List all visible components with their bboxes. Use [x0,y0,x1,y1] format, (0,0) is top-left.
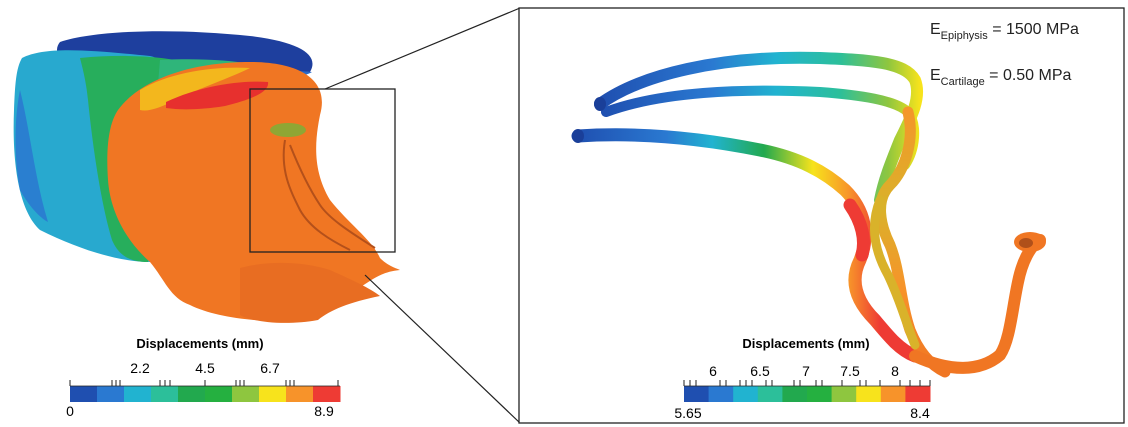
zoom-connector-bottom [364,274,521,424]
colorbar-left-swatch [178,386,206,402]
colorbar-right-swatches [684,386,931,402]
channel-upper [594,51,924,206]
modulus-epiphysis-value: = 1500 MPa [988,21,1079,38]
colorbar-right-title: Displacements (mm) [742,336,869,351]
modulus-epiphysis-subscript: Epiphysis [941,30,989,42]
channel-descender-2 [870,195,920,350]
bone-red-patch [166,81,269,110]
colorbar-left-label-min: 0 [66,403,74,419]
colorbar-right-swatch [757,386,783,402]
colorbar-right-swatch [905,386,931,402]
modulus-cartilage-subscript: Cartilage [941,76,985,88]
colorbar-right-swatch [708,386,734,402]
colorbar-left-label-top-1: 2.2 [130,360,150,376]
colorbar-right-label-max: 8.4 [910,405,930,421]
colorbar-right-label-top-4: 7.5 [840,363,860,379]
colorbar-left-swatch [124,386,152,402]
colorbar-right-label-top-1: 6 [709,363,717,379]
bone-model-3d [13,31,400,323]
colorbar-left-label-max: 8.9 [314,403,334,419]
bone-yellow-patch [140,67,250,111]
colorbar-left-swatch [151,386,179,402]
colorbar-right-ticks [683,380,931,387]
colorbar-left-swatch [205,386,233,402]
colorbar-left-swatch [97,386,125,402]
colorbar-right-swatch [733,386,759,402]
colorbar-left-label-top-2: 4.5 [195,360,215,376]
colorbar-right-swatch [856,386,882,402]
zoom-inset-box [249,88,396,253]
cartilage-channels-3d [571,51,1046,378]
colorbar-left: Displacements (mm) 2.2 4.5 6.7 0 8.9 [66,336,341,419]
colorbar-right-label-top-5: 8 [891,363,899,379]
colorbar-right: Displacements (mm) 6 6.5 7 7.5 8 5.65 8.… [674,336,931,421]
channel-hook-end-shadow [1019,238,1033,248]
bone-green-spot [270,123,306,137]
zoom-panel-frame [518,7,1125,424]
modulus-cartilage: ECartilage = 0.50 MPa [930,67,1072,88]
channel-lower [571,128,922,363]
modulus-cartilage-value: = 0.50 MPa [985,67,1072,84]
colorbar-right-label-top-3: 7 [802,363,810,379]
colorbar-left-label-top-3: 6.7 [260,360,280,376]
colorbar-right-label-top-2: 6.5 [750,363,770,379]
zoom-connector-top [324,7,521,90]
colorbar-right-swatch [831,386,857,402]
modulus-cartilage-symbol: E [930,67,941,84]
colorbar-left-swatch [232,386,260,402]
channel-end-cap-2 [572,129,584,143]
growth-plate-curves [282,139,376,251]
colorbar-left-swatch [70,386,98,402]
bone-main-head [107,62,400,322]
bone-front-face [240,262,380,323]
colorbar-left-ticks [69,380,340,387]
colorbar-right-swatch [807,386,833,402]
colorbar-right-swatch [782,386,808,402]
bone-left-shadow [15,90,48,222]
modulus-epiphysis-symbol: E [930,21,941,38]
colorbar-left-swatch [286,386,314,402]
colorbar-right-swatch [880,386,906,402]
modulus-epiphysis: EEpiphysis = 1500 MPa [930,21,1079,42]
colorbar-left-swatch [259,386,287,402]
colorbar-left-swatches [70,386,341,402]
colorbar-right-label-min: 5.65 [674,405,701,421]
colorbar-right-swatch [684,386,710,402]
colorbar-left-title: Displacements (mm) [136,336,263,351]
colorbar-left-swatch [313,386,341,402]
channel-hot-spot [843,198,870,262]
channel-end-cap-1 [594,97,606,111]
channel-hook [909,234,1046,374]
